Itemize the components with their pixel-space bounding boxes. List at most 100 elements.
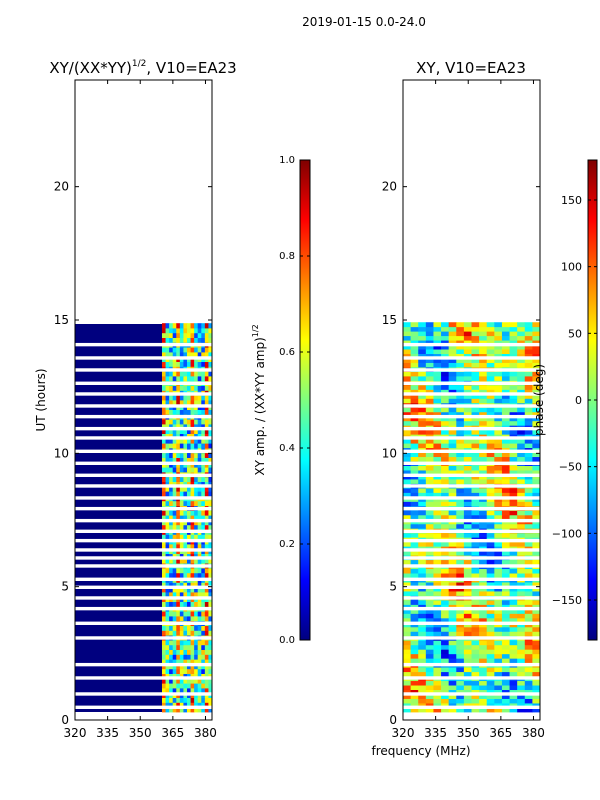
amp-cell: [161, 361, 166, 367]
phase-cell: [403, 644, 412, 650]
amp-cell: [201, 558, 206, 564]
amp-cell: [208, 659, 212, 665]
phase-cell: [441, 407, 450, 413]
amp-cell: [201, 515, 206, 521]
amp-cell: [165, 659, 170, 665]
amp-cell: [165, 323, 170, 329]
flag-gap: [403, 484, 540, 488]
phase-cell: [425, 492, 434, 498]
amp-cell: [186, 476, 191, 482]
amp-cell: [172, 433, 177, 439]
amp-cell: [186, 467, 191, 473]
phase-cell: [463, 479, 472, 484]
amp-cell: [190, 452, 195, 458]
amp-cell: [165, 534, 170, 540]
suptitle: 2019-01-15 0.0-24.0: [302, 15, 426, 29]
flag-gap: [403, 596, 540, 600]
amp-cell: [161, 323, 166, 329]
amp-cell: [179, 515, 184, 521]
phase-cell: [479, 358, 488, 363]
amp-cell: [161, 649, 166, 655]
phase-cell: [479, 626, 488, 632]
phase-cell: [471, 573, 480, 578]
phase-cell: [501, 698, 510, 704]
phase-cell: [441, 644, 450, 650]
phase-cell: [494, 608, 503, 614]
phase-cell: [403, 340, 412, 346]
phase-cell: [403, 331, 412, 337]
phase-cell: [509, 358, 518, 363]
phase-cell: [524, 568, 533, 574]
phase-cell: [425, 608, 434, 614]
phase-cell: [524, 626, 533, 632]
phase-cell: [410, 362, 419, 368]
phase-cell: [441, 514, 450, 520]
phase-cell: [448, 568, 457, 574]
y-tick-label: 20: [54, 180, 69, 194]
amp-cell: [172, 400, 177, 406]
flag-gap: [75, 449, 212, 453]
y-tick-label: 0: [61, 713, 69, 727]
amp-cell: [165, 443, 170, 449]
phase-cell: [448, 680, 457, 686]
phase-cell: [471, 640, 480, 646]
phase-cell: [403, 689, 412, 695]
phase-cell: [441, 631, 450, 637]
amp-cell: [183, 328, 188, 334]
phase-cell: [479, 398, 488, 404]
phase-cell: [501, 411, 510, 417]
phase-cell: [532, 523, 540, 529]
phase-cell: [509, 532, 518, 538]
amp-cell: [179, 534, 184, 540]
amp-cell: [186, 688, 191, 694]
phase-cell: [501, 707, 510, 713]
amp-cell: [183, 424, 188, 430]
phase-cell: [479, 550, 488, 556]
phase-cell: [441, 626, 450, 632]
phase-cell: [410, 559, 419, 565]
phase-cell: [403, 510, 412, 516]
phase-cell: [494, 456, 503, 462]
amp-cell: [201, 443, 206, 449]
phase-cell: [494, 573, 503, 578]
phase-cell: [501, 703, 510, 708]
amp-cell: [183, 428, 188, 434]
amp-cell: [190, 640, 195, 646]
phase-cell: [441, 344, 450, 350]
phase-cell: [532, 694, 540, 699]
phase-cell: [479, 658, 488, 664]
phase-cell: [471, 465, 480, 471]
amp-cell: [176, 395, 181, 401]
amp-cell: [183, 616, 188, 622]
amp-cell: [183, 476, 188, 482]
amp-cell: [201, 481, 206, 487]
phase-cell: [441, 703, 450, 708]
phase-cell: [403, 658, 412, 664]
amp-cell: [201, 520, 206, 526]
amp-cell: [197, 376, 202, 382]
amp-cell: [194, 654, 199, 660]
amp-cell: [183, 553, 188, 559]
phase-cell: [410, 456, 419, 462]
amp-cell: [201, 361, 206, 367]
phase-cell: [441, 362, 450, 368]
phase-cell: [456, 335, 465, 341]
phase-cell: [479, 429, 488, 435]
amp-cell: [186, 419, 191, 425]
phase-cell: [509, 608, 518, 614]
amp-cell: [197, 515, 202, 521]
phase-cell: [471, 617, 480, 623]
amp-cell: [204, 510, 209, 516]
phase-cell: [517, 653, 526, 659]
amp-cell: [186, 601, 191, 607]
phase-cell: [479, 653, 488, 659]
amp-cell: [190, 616, 195, 622]
phase-cell: [501, 376, 510, 381]
phase-cell: [433, 582, 442, 587]
amp-cell: [172, 668, 177, 674]
phase-cell: [501, 349, 510, 354]
phase-cell: [425, 523, 434, 529]
phase-cell: [471, 411, 480, 417]
flag-gap: [75, 342, 212, 347]
